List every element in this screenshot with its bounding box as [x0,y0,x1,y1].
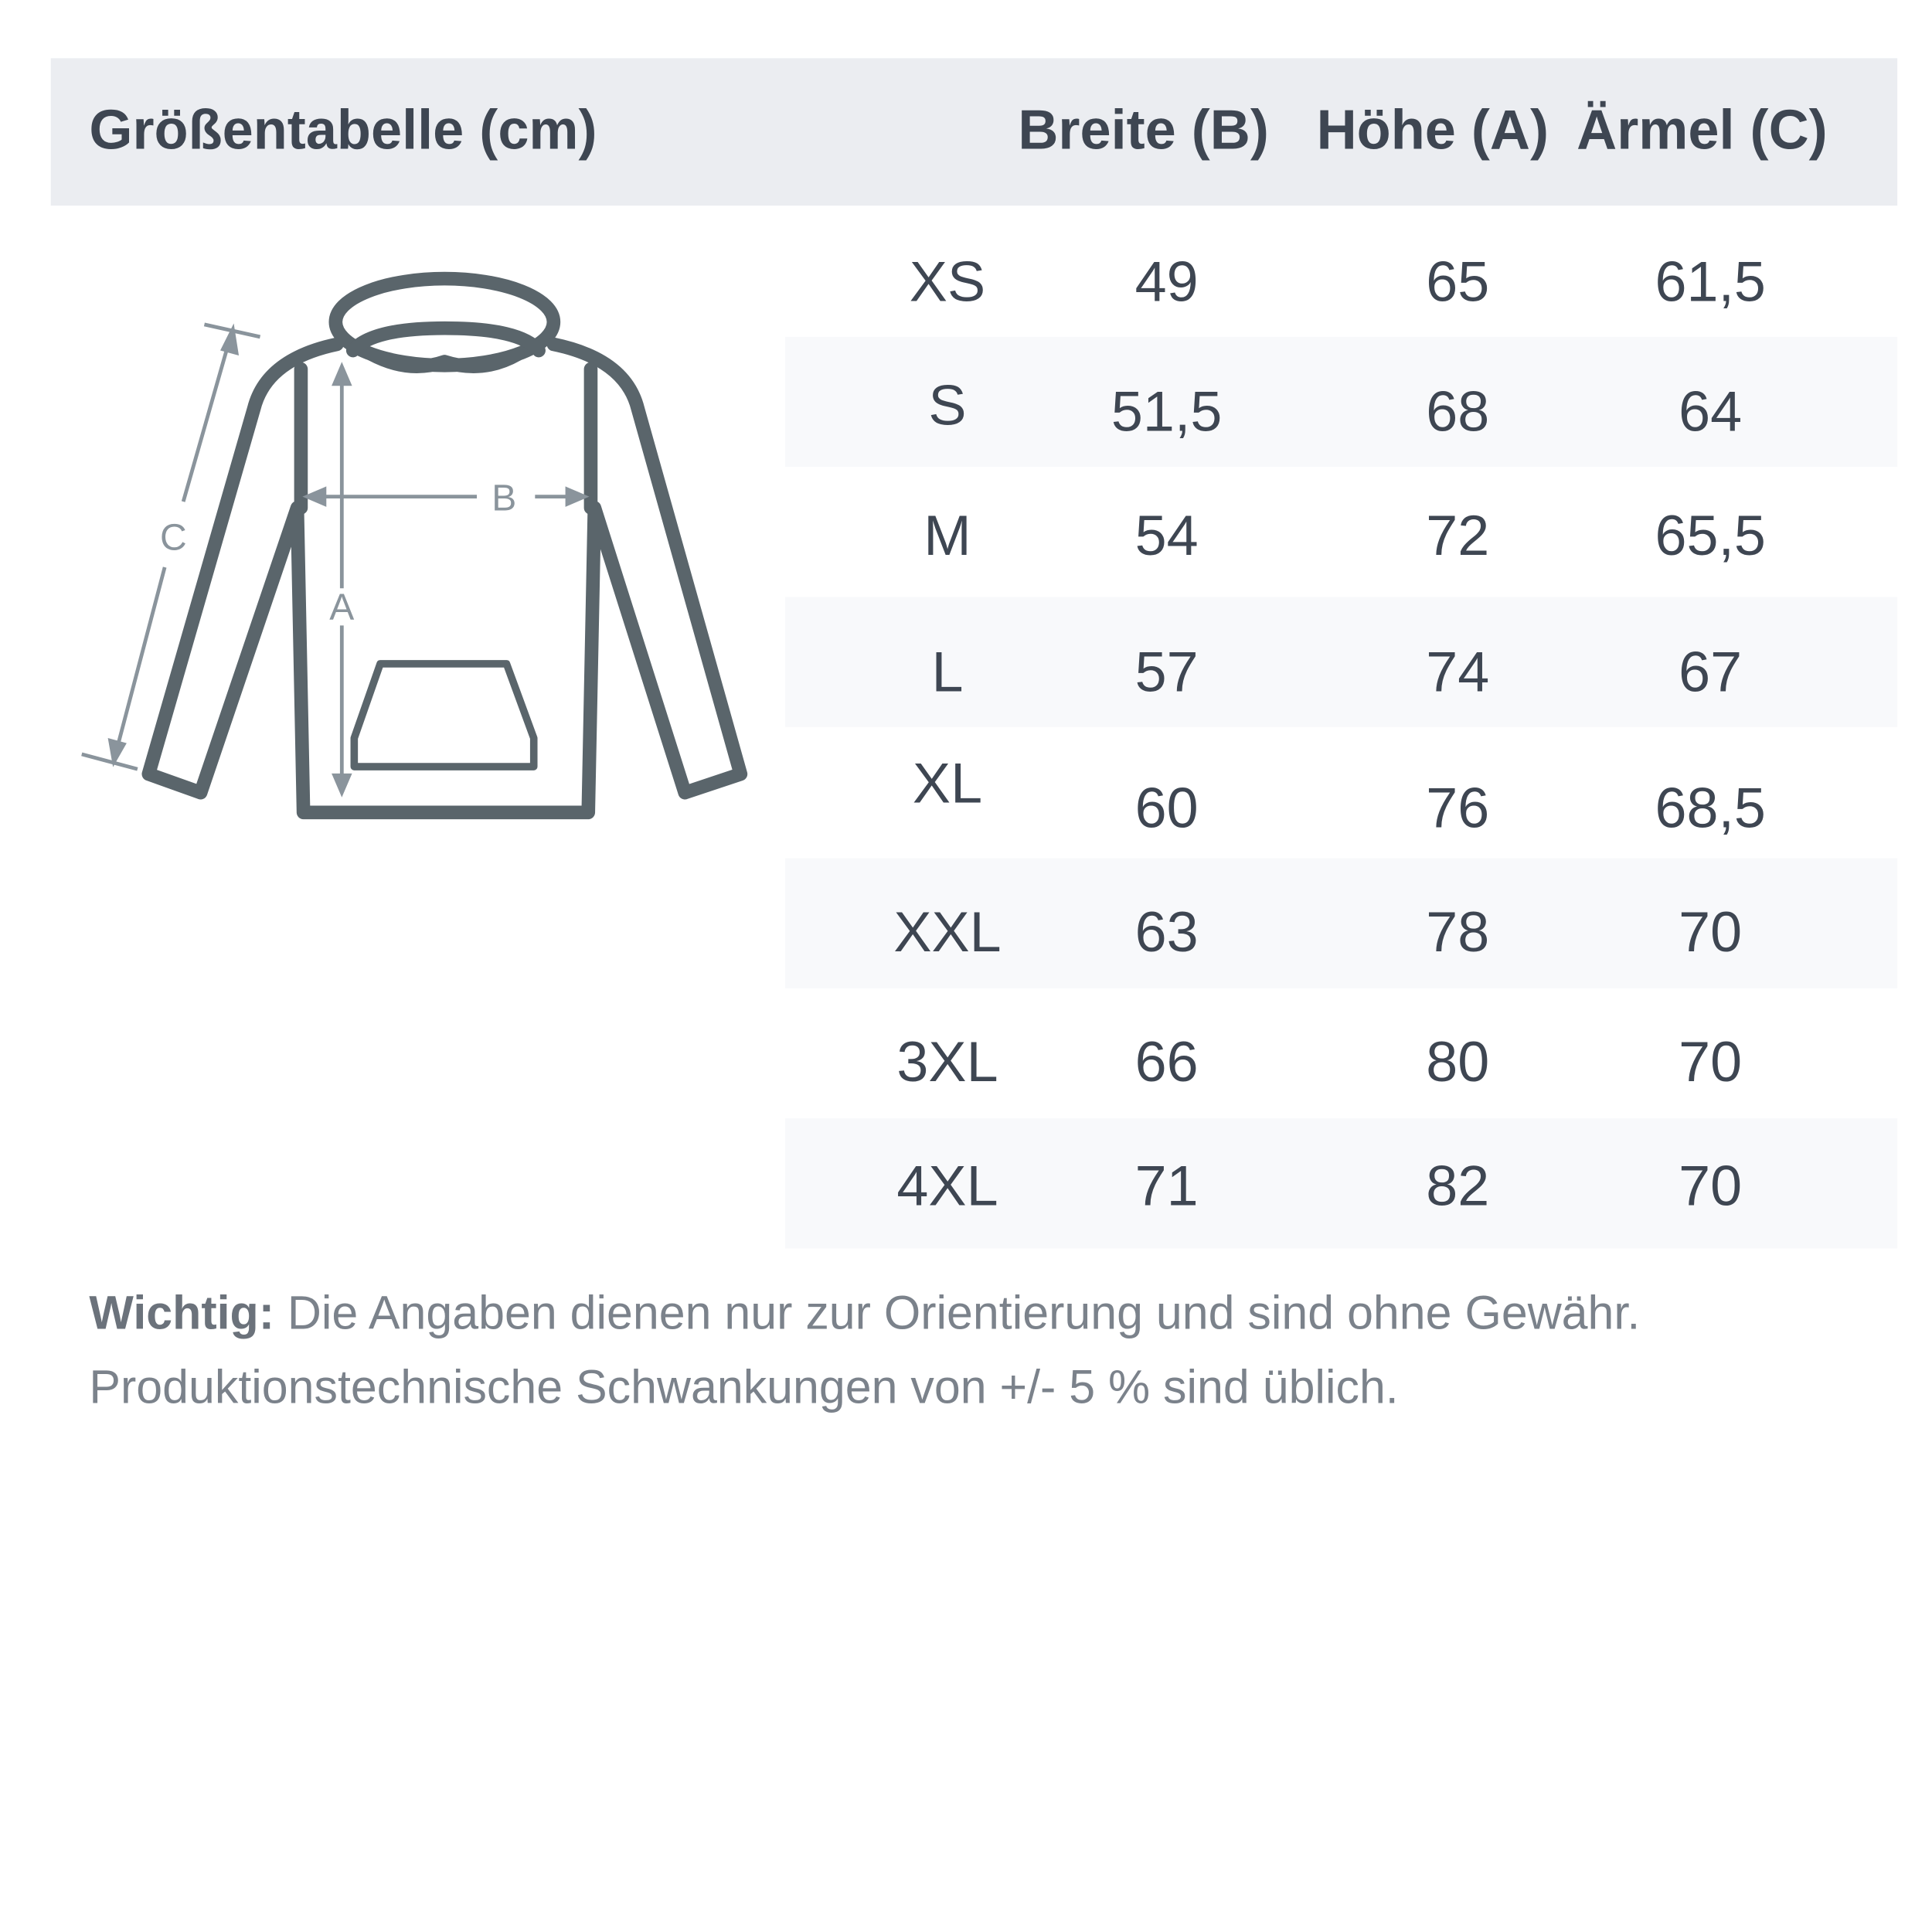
cell-b: 49 [1134,249,1199,314]
cell-c: 64 [1679,379,1743,444]
note-line-1: Wichtig: Die Angaben dienen nur zur Orie… [89,1288,1640,1342]
column-header-width: Breite (B) [1018,97,1269,162]
cell-size: 3XL [896,1029,998,1094]
cell-size: L [931,638,964,704]
cell-size: S [928,372,967,437]
table-header: Größentabelle (cm) Breite (B) Höhe (A) Ä… [50,58,1898,206]
cell-size: 4XL [896,1153,998,1218]
hoodie-outline-icon [141,271,748,820]
cell-size: XXL [893,899,1002,964]
label-a: A [329,586,354,628]
cell-a: 80 [1426,1029,1490,1094]
cell-c: 70 [1679,1153,1743,1218]
cell-a: 78 [1426,899,1490,964]
cell-b: 51,5 [1111,379,1223,444]
cell-size: XS [909,249,986,314]
table-row [785,597,1898,727]
page-title: Größentabelle (cm) [89,97,597,162]
cell-c: 65,5 [1655,502,1766,567]
cell-a: 72 [1426,502,1490,567]
label-b: B [492,477,516,519]
cell-c: 61,5 [1655,249,1766,314]
cell-b: 71 [1134,1153,1199,1218]
column-header-height: Höhe (A) [1316,97,1549,162]
cell-a: 82 [1426,1153,1490,1218]
table-row [785,336,1898,468]
note-label: Wichtig: [89,1287,275,1341]
measure-lines [81,322,590,798]
column-header-sleeve: Ärmel (C) [1577,97,1828,162]
table-row [785,858,1898,988]
cell-size: M [923,502,971,567]
note-text: Die Angaben dienen nur zur Orientierung … [274,1287,1641,1341]
cell-b: 54 [1134,502,1199,567]
cell-a: 68 [1426,379,1490,444]
cell-b: 66 [1134,1029,1199,1094]
table-row [785,1118,1898,1249]
cell-c: 67 [1679,638,1743,704]
cell-a: 65 [1426,249,1490,314]
cell-b: 60 [1134,775,1199,840]
cell-c: 68,5 [1655,775,1766,840]
cell-b: 63 [1134,899,1199,964]
cell-c: 70 [1679,1029,1743,1094]
cell-size: XL [912,750,983,815]
cell-b: 57 [1134,638,1199,704]
label-c: C [160,517,187,559]
cell-a: 74 [1426,638,1490,704]
hoodie-diagram: B A C [81,271,748,820]
cell-c: 70 [1679,899,1743,964]
cell-a: 76 [1426,775,1490,840]
note-line-2: Produktionstechnische Schwankungen von +… [89,1362,1399,1415]
